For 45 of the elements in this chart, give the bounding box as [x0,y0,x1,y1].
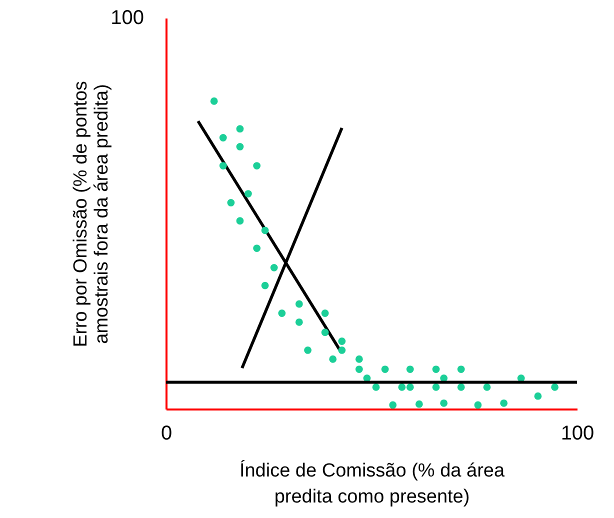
point [534,392,542,400]
x-axis-title: Índice de Comissão (% da área predita como presente) [239,460,505,508]
point [432,383,440,391]
point [440,399,448,407]
point [219,134,227,142]
text: 100 [110,7,144,29]
point [338,346,346,354]
point [338,338,346,345]
point [236,217,244,225]
point [261,226,269,234]
point [227,199,235,206]
point [321,310,329,317]
point [381,366,389,373]
y-axis-title: Erro por Omissão (% de pontos amostrais fora da área predita) [70,80,112,348]
point [270,264,278,272]
point [372,383,380,391]
point [406,366,414,373]
point [483,383,491,391]
point [432,366,440,373]
point [321,328,329,336]
point [219,162,227,170]
point [457,366,465,373]
point [551,383,559,391]
point [304,346,312,354]
point [329,355,337,363]
point [236,125,244,133]
point [406,383,414,391]
point [355,366,363,373]
point [295,318,303,326]
point [278,310,286,317]
point [415,400,423,408]
point [244,190,252,198]
point [457,383,465,391]
point [389,401,397,409]
point [236,142,244,150]
point [210,97,218,105]
point [253,162,261,170]
point [355,355,363,363]
x-tick-label: 0 [160,422,172,444]
point [253,244,261,252]
point [261,282,269,290]
point [295,300,303,308]
point [474,401,482,409]
point [398,383,406,391]
point [500,399,508,407]
